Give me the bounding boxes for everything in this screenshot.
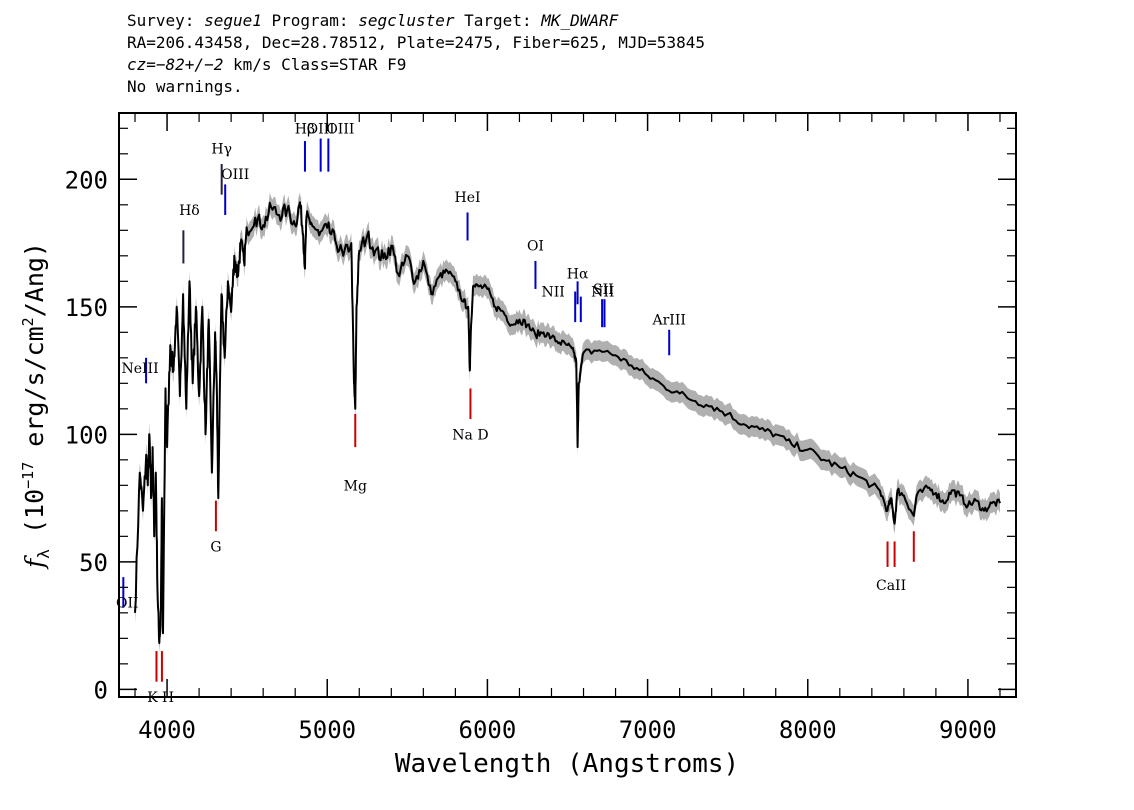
x-tick-label: 5000	[298, 716, 356, 744]
x-tick-label: 8000	[779, 716, 837, 744]
line-label-hα: Hα	[567, 267, 589, 283]
survey-value: segue1	[204, 11, 262, 30]
cz-value: =−82+/−2	[146, 55, 224, 74]
error-band	[135, 192, 1000, 654]
y-title-f: f	[20, 555, 49, 570]
axis-tick-labels: 4000 5000 6000 7000 8000 9000 0 50 100 150 200	[65, 166, 997, 744]
header-line-survey: Survey: segue1 Program: segcluster Targe…	[127, 10, 705, 32]
line-label-oiii: OIII	[326, 121, 354, 137]
line-label-hδ: Hδ	[179, 203, 200, 219]
spectrum-line-group	[134, 201, 1001, 644]
y-tick-label: 100	[65, 421, 108, 449]
x-axis-title: Wavelength (Angstroms)	[395, 749, 739, 779]
y-title-exp2: 2	[19, 317, 37, 326]
header-line-warnings: No warnings.	[127, 77, 243, 96]
line-label-oii: OII	[116, 596, 139, 612]
y-tick-label: 0	[94, 676, 108, 704]
plot-frame	[118, 112, 1017, 698]
target-label: Target:	[454, 11, 542, 30]
line-label-caii: CaII	[876, 578, 906, 594]
line-label-oi: OI	[527, 239, 544, 255]
line-label-nii: NII	[591, 285, 614, 301]
x-tick-label: 6000	[459, 716, 517, 744]
spectrum-line	[134, 201, 1001, 644]
line-label-hei: HeI	[455, 190, 481, 206]
y-tick-label: 200	[65, 166, 108, 194]
survey-label: Survey:	[127, 11, 205, 30]
y-title-unit-c: /Ang)	[20, 242, 49, 317]
line-label-ariii: ArIII	[652, 313, 686, 329]
header-line-coordinates: RA=206.43458, Dec=28.78512, Plate=2475, …	[127, 33, 705, 52]
class-text: km/s Class=STAR F9	[223, 55, 407, 74]
y-title-exp1: −17	[19, 462, 37, 489]
x-tick-label: 4000	[138, 716, 196, 744]
y-title-unit-b: erg/s/cm	[20, 326, 49, 461]
spectral-line-markers: NeIIIOIIHδHγOIIIHβOIIIOIIIHeIOINIIHαNIIS…	[116, 121, 915, 706]
line-label-hγ: Hγ	[211, 142, 232, 158]
x-tick-label: 7000	[619, 716, 677, 744]
line-label-nii: NII	[542, 285, 565, 301]
target-value: MK_DWARF	[541, 11, 619, 30]
y-axis-title: fλ (10−17 erg/s/cm2/Ang)	[19, 242, 53, 570]
line-label-na-d: Na D	[452, 427, 488, 443]
cz-label: cz	[127, 55, 147, 74]
y-tick-label: 50	[79, 549, 108, 577]
axis-ticks	[119, 113, 1016, 697]
y-title-unit-a: (10	[20, 489, 49, 549]
header-line-redshift: cz=−82+/−2 km/s Class=STAR F9	[127, 54, 705, 76]
program-value: segcluster	[358, 11, 455, 30]
line-label-neiii: NeIII	[121, 361, 158, 377]
flux-error-band	[135, 192, 1000, 654]
line-label-hβ: Hβ	[295, 121, 315, 137]
program-label: Program:	[261, 11, 359, 30]
line-label-mg: Mg	[344, 478, 367, 494]
y-tick-label: 150	[65, 294, 108, 322]
line-label-g: G	[210, 540, 221, 556]
line-label-oiii: OIII	[221, 167, 249, 183]
line-label-sii: SII	[593, 282, 614, 298]
spectrum-header: Survey: segue1 Program: segcluster Targe…	[127, 10, 705, 98]
y-title-lambda: λ	[34, 549, 53, 559]
x-tick-label: 9000	[939, 716, 997, 744]
